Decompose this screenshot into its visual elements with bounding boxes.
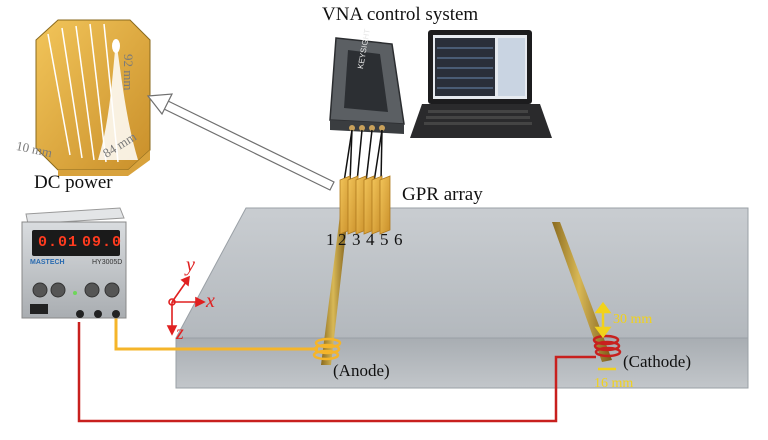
antenna-element-sketch	[35, 19, 151, 176]
psu-voltage-display: 09.0	[82, 234, 123, 251]
dc-power-supply	[21, 207, 127, 319]
cathode-coil	[592, 334, 622, 358]
zoom-pointer-arrow	[146, 93, 335, 191]
laptop	[410, 30, 552, 138]
anode-wire	[114, 318, 318, 351]
channel-number-3: 3	[352, 230, 361, 249]
rebar-spacing-marker	[594, 301, 612, 339]
anode-label: (Anode)	[333, 361, 390, 380]
cathode-label: (Cathode)	[623, 352, 691, 371]
psu-current-display: 0.01	[38, 234, 79, 251]
coordinate-axes	[166, 275, 206, 336]
axis-x-label: x	[206, 290, 215, 312]
channel-number-4: 4	[366, 230, 375, 249]
psu-brand-text: MASTECH	[30, 259, 65, 266]
vna-control-system-label: VNA control system	[322, 4, 479, 25]
gpr-array-label: GPR array	[402, 184, 483, 205]
axis-y-label: y	[186, 254, 195, 276]
channel-number-1: 1	[326, 230, 335, 249]
vna-cables	[343, 129, 383, 183]
psu-model-text: HY3005D	[92, 259, 123, 266]
axis-z-label: z	[176, 322, 184, 344]
channel-number-5: 5	[380, 230, 389, 249]
rebar-spacing-label: 30 mm	[613, 312, 653, 327]
rebar-diameter-label: 16 mm	[594, 376, 634, 391]
dc-power-label: DC power	[34, 172, 113, 193]
vna-device	[329, 37, 405, 134]
gpr-antenna-array	[339, 175, 391, 235]
antenna-height-label: 92 mm	[121, 54, 136, 91]
channel-number-6: 6	[394, 230, 403, 249]
channel-number-2: 2	[338, 230, 347, 249]
anode-rebar	[321, 215, 348, 365]
cathode-wire	[77, 322, 596, 423]
